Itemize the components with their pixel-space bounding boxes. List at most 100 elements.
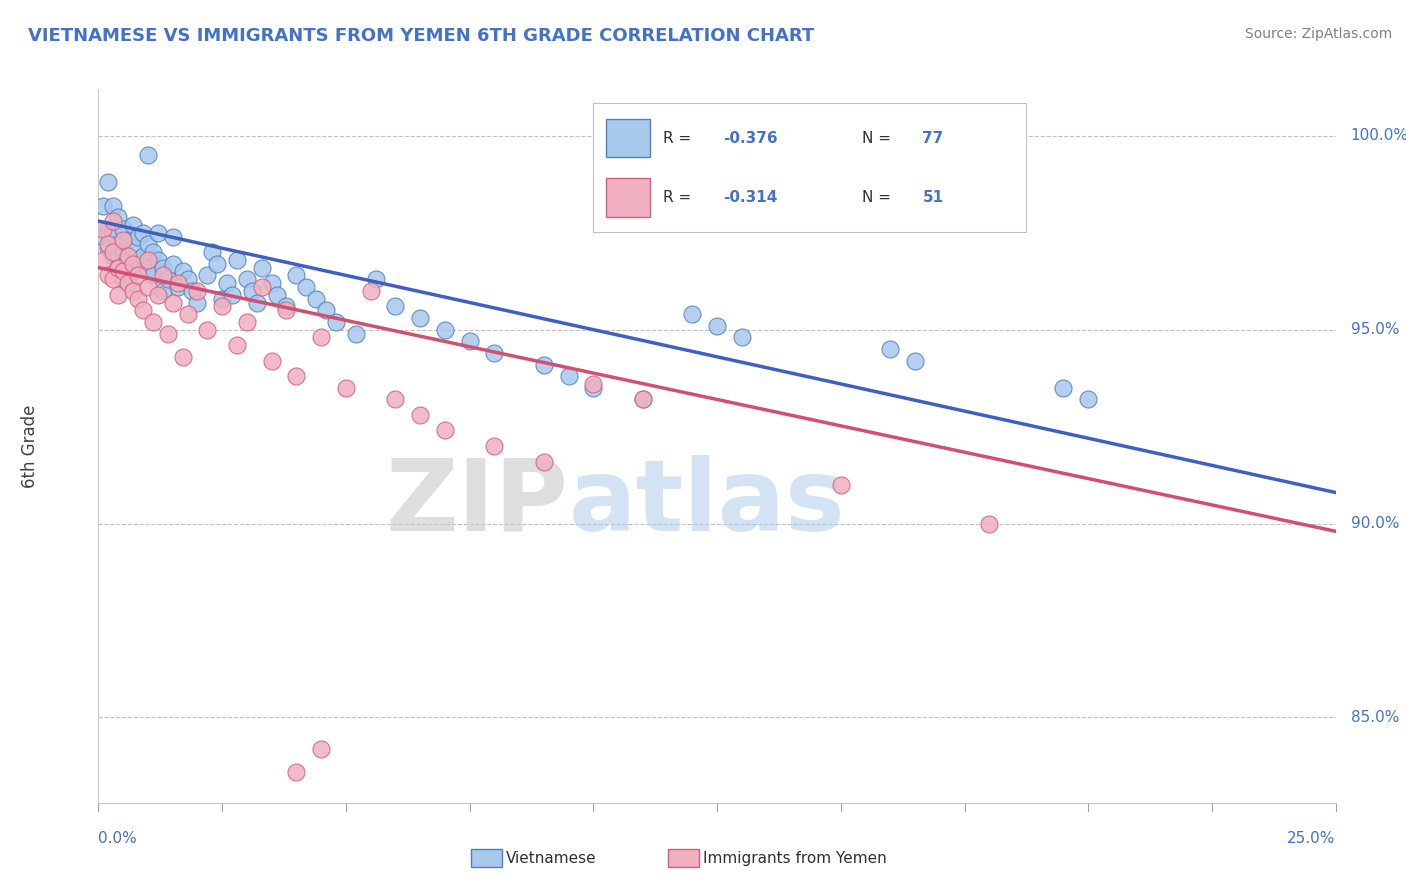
Point <box>176 272 198 286</box>
Point <box>181 284 204 298</box>
Point <box>162 295 184 310</box>
Point <box>162 229 184 244</box>
Point <box>156 326 179 341</box>
Point <box>162 257 184 271</box>
Point <box>152 268 174 283</box>
Point <box>112 245 135 260</box>
Point <box>879 342 901 356</box>
Point <box>103 214 125 228</box>
Point <box>276 299 298 313</box>
Point <box>97 237 120 252</box>
Text: 85.0%: 85.0% <box>1351 710 1399 725</box>
Point <box>122 218 145 232</box>
Point <box>136 260 159 275</box>
Point <box>295 280 318 294</box>
Point <box>557 369 579 384</box>
Point <box>166 280 188 294</box>
Point <box>117 276 139 290</box>
Point <box>260 353 283 368</box>
Point <box>142 268 165 283</box>
Point <box>107 260 129 275</box>
Point <box>533 454 555 468</box>
Point <box>631 392 654 407</box>
Point <box>112 264 135 278</box>
Text: VIETNAMESE VS IMMIGRANTS FROM YEMEN 6TH GRADE CORRELATION CHART: VIETNAMESE VS IMMIGRANTS FROM YEMEN 6TH … <box>28 27 814 45</box>
Point <box>384 392 406 407</box>
Point <box>1077 392 1099 407</box>
Point <box>484 346 506 360</box>
Point <box>309 330 332 344</box>
Point <box>344 326 367 341</box>
Point <box>127 268 149 283</box>
Point <box>433 323 456 337</box>
Point <box>217 276 239 290</box>
Text: 25.0%: 25.0% <box>1288 831 1336 847</box>
Point <box>458 334 481 349</box>
Point <box>152 284 174 298</box>
Point <box>103 198 125 212</box>
Point <box>409 311 432 326</box>
Point <box>127 252 149 267</box>
Point <box>156 272 179 286</box>
Point <box>582 381 605 395</box>
Point <box>260 276 283 290</box>
Point <box>325 315 347 329</box>
Point <box>122 257 145 271</box>
Point <box>186 295 208 310</box>
Point <box>117 249 139 263</box>
Point <box>211 292 233 306</box>
Text: Source: ZipAtlas.com: Source: ZipAtlas.com <box>1244 27 1392 41</box>
Point <box>195 268 218 283</box>
Point <box>122 284 145 298</box>
Point <box>97 268 120 283</box>
Point <box>631 392 654 407</box>
Point <box>132 226 155 240</box>
Point <box>236 315 259 329</box>
Point <box>132 249 155 263</box>
Point <box>152 260 174 275</box>
Point <box>309 741 332 756</box>
Point <box>195 323 218 337</box>
Point <box>117 252 139 267</box>
Text: 6th Grade: 6th Grade <box>21 404 39 488</box>
Point <box>246 295 269 310</box>
Text: ZIP: ZIP <box>385 455 568 551</box>
Point <box>136 280 159 294</box>
Point <box>335 381 357 395</box>
Point <box>285 764 308 779</box>
Point <box>112 222 135 236</box>
Point <box>285 369 308 384</box>
Point <box>285 268 308 283</box>
Point <box>266 287 288 301</box>
Text: Immigrants from Yemen: Immigrants from Yemen <box>703 851 887 865</box>
Point <box>176 307 198 321</box>
Point <box>533 358 555 372</box>
Point <box>103 249 125 263</box>
Point <box>146 226 169 240</box>
Point <box>103 245 125 260</box>
Point <box>240 284 263 298</box>
Point <box>582 376 605 391</box>
Point <box>142 315 165 329</box>
Point <box>484 439 506 453</box>
Point <box>127 292 149 306</box>
Point <box>93 198 115 212</box>
Point <box>201 245 224 260</box>
Point <box>364 272 387 286</box>
Point <box>166 276 188 290</box>
Point <box>107 287 129 301</box>
Point <box>731 330 754 344</box>
Point <box>97 222 120 236</box>
Point <box>250 260 273 275</box>
Point <box>103 226 125 240</box>
Point <box>226 252 249 267</box>
Point <box>93 229 115 244</box>
Text: atlas: atlas <box>568 455 845 551</box>
Point <box>409 408 432 422</box>
Text: 0.0%: 0.0% <box>98 831 138 847</box>
Point <box>236 272 259 286</box>
Point <box>132 303 155 318</box>
Point <box>142 245 165 260</box>
Point <box>117 234 139 248</box>
Point <box>433 424 456 438</box>
